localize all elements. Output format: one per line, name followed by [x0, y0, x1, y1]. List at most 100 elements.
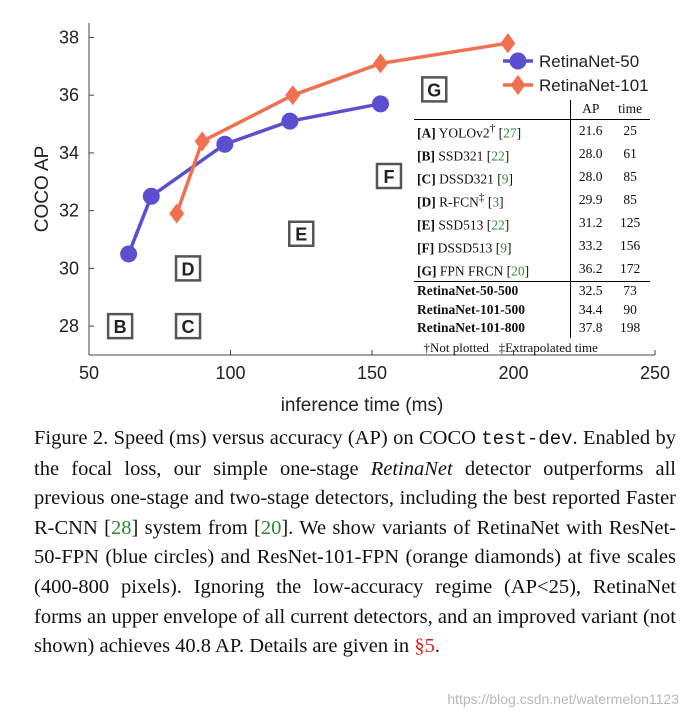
time-cell: 25 [623, 122, 637, 138]
table-header-time: time [610, 100, 650, 120]
table-row: [E] SSD513 [22] 31.2 125 [414, 211, 650, 236]
method-cell: [F] DSSD513 [9] [417, 240, 512, 256]
table-row: [F] DSSD513 [9] 33.2 156 [414, 235, 650, 259]
method-name: RetinaNet-101-500 [417, 301, 525, 317]
y-tick-label: 34 [59, 143, 79, 163]
x-axis-label: inference time (ms) [281, 395, 444, 416]
caption-part: ]. We show variants of RetinaNet with Re… [34, 516, 676, 658]
method-name: FPN FRCN [439, 263, 504, 279]
results-table: AP time [A] YOLOv2† [27] 21.6 25 [B] SSD321… [414, 100, 650, 358]
series-point [216, 135, 234, 153]
caption-part: . Enabled by the focal loss, our simple … [34, 427, 676, 480]
detector-label-box [174, 312, 202, 340]
caption-part: detector outperforms all previous one-st… [34, 457, 676, 539]
series-point [142, 187, 160, 205]
method-label: [B] [417, 148, 435, 164]
detector-label-text: E [295, 225, 307, 245]
legend-label: RetinaNet-50 [539, 52, 639, 71]
y-tick-label: 30 [59, 258, 79, 278]
detector-label-text: F [383, 167, 394, 187]
table-row: RetinaNet-101-800 37.8 198 [414, 319, 650, 339]
time-cell: 90 [623, 301, 637, 317]
y-axis-label: COCO AP [32, 146, 53, 233]
table-row: [C] DSSD321 [9] 28.0 85 [414, 165, 650, 189]
method-ref-link[interactable]: 22 [491, 148, 505, 164]
footnote-extrapolated: ‡Extrapolated time [498, 340, 598, 356]
ap-cell: 29.9 [570, 188, 611, 212]
method-name: YOLOv2 [438, 125, 490, 141]
method-cell: [C] DSSD321 [9] [417, 171, 514, 187]
x-tick-label: 50 [79, 363, 99, 383]
time-cell: 85 [623, 192, 637, 208]
time-cell: 61 [623, 145, 637, 161]
ap-cell: 33.2 [570, 235, 611, 259]
method-ref-link[interactable]: 20 [511, 263, 525, 279]
speed-accuracy-chart: 50 100 150 200 250 28 30 32 34 36 38 inference time… [32, 23, 670, 416]
method-ref-link[interactable]: 3 [492, 194, 500, 210]
caption-section-link[interactable]: §5 [414, 635, 435, 658]
figure-caption: Figure 2. Speed (ms) versus accuracy (AP… [34, 424, 676, 662]
method-name: DSSD321 [439, 171, 494, 187]
method-cell: [A] YOLOv2† [27] [417, 122, 522, 141]
caption-code: test-dev [481, 428, 573, 450]
series-point [371, 95, 389, 113]
method-label: [G] [417, 263, 437, 279]
time-cell: 156 [620, 238, 641, 254]
method-label: [C] [417, 171, 436, 187]
detector-label-box [421, 76, 448, 103]
y-tick-label: 36 [59, 85, 79, 105]
x-tick-label: 250 [640, 363, 670, 383]
method-ref-link[interactable]: 9 [500, 240, 508, 256]
table-row: RetinaNet-50-500 32.5 73 [414, 281, 650, 301]
time-cell: 172 [620, 261, 641, 277]
x-tick-label: 100 [215, 363, 245, 383]
method-label: [E] [417, 217, 435, 233]
detector-label-box [174, 255, 202, 282]
series-line-0 [126, 102, 381, 255]
table-row: [G] FPN FRCN [20] 36.2 172 [414, 258, 650, 282]
method-label: [A] [417, 125, 436, 141]
caption-ref-link[interactable]: 28 [110, 516, 132, 539]
detector-label-text: D [182, 259, 195, 279]
detector-labels: B C D E F G [106, 76, 448, 340]
y-tick-label: 28 [59, 316, 79, 336]
method-sup: ‡ [478, 191, 485, 204]
method-ref-link[interactable]: 22 [491, 217, 505, 233]
legend-label: RetinaNet-101 [539, 76, 649, 95]
detector-label-text: G [427, 80, 441, 100]
legend-marker [510, 75, 526, 95]
caption-emphasis: RetinaNet [370, 457, 453, 480]
legend-marker [509, 52, 527, 70]
method-cell: [E] SSD513 [22] [417, 217, 510, 233]
method-name: RetinaNet-101-800 [417, 320, 525, 336]
table-row: RetinaNet-101-500 34.4 90 [414, 300, 650, 320]
method-name: DSSD513 [437, 240, 493, 256]
table-row: [B] SSD321 [22] 28.0 61 [414, 142, 650, 166]
ap-cell: 28.0 [570, 165, 611, 189]
series-point [285, 85, 301, 106]
table-body: [A] YOLOv2† [27] 21.6 25 [B] SSD321 [22] 28.… [414, 119, 650, 339]
caption-part: ] system from [ [131, 516, 261, 539]
method-label: [D] [417, 194, 436, 210]
method-name: R-FCN [439, 194, 479, 210]
table-header-method [414, 100, 571, 120]
method-cell: [G] FPN FRCN [20] [417, 263, 530, 279]
y-tick-label: 32 [59, 201, 79, 221]
series-point [372, 53, 388, 74]
ap-cell: 36.2 [570, 258, 611, 282]
footnote-not-plotted: †Not plotted [423, 340, 489, 356]
method-ref-link[interactable]: 9 [501, 171, 509, 187]
series-layer [120, 33, 516, 263]
method-name: SSD513 [438, 217, 484, 233]
table-header-ap: AP [570, 100, 611, 120]
caption-ref-link[interactable]: 20 [260, 516, 282, 539]
time-cell: 73 [610, 281, 650, 301]
method-ref-link[interactable]: 27 [503, 125, 517, 141]
series-point [120, 245, 138, 263]
series-point [281, 112, 299, 130]
ap-cell: 32.5 [570, 281, 611, 301]
detector-label-text: C [182, 317, 195, 337]
method-label: [F] [417, 240, 435, 256]
series-point [500, 33, 516, 54]
detector-label-box [375, 162, 403, 190]
